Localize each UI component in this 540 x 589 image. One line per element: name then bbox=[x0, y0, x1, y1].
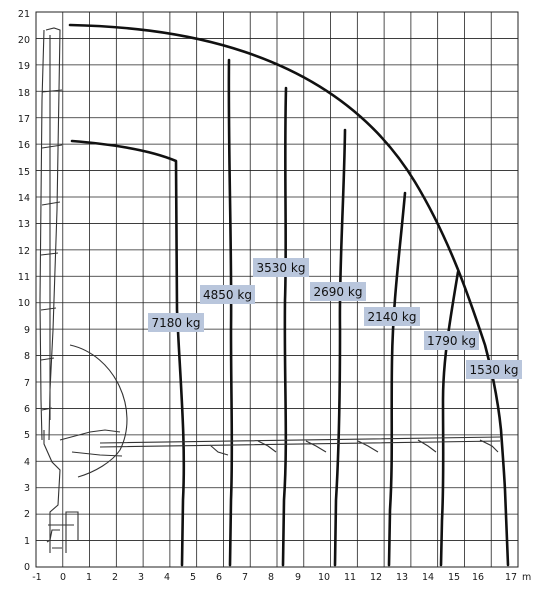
y-axis-labels: 0 1 2 3 4 5 6 7 8 9 10 11 12 13 14 15 16… bbox=[18, 9, 30, 573]
y-tick-label: 14 bbox=[18, 193, 30, 204]
x-tick-label: 12 bbox=[370, 572, 382, 583]
y-tick-label: 9 bbox=[24, 325, 30, 336]
curve-2140kg bbox=[387, 191, 407, 567]
label-box-7180kg bbox=[148, 313, 204, 332]
crane-base bbox=[46, 524, 74, 549]
load-curves bbox=[68, 23, 510, 567]
curve-3530kg bbox=[281, 86, 288, 567]
x-tick-label: 10 bbox=[318, 572, 330, 583]
y-tick-label: 4 bbox=[24, 457, 30, 468]
max-reach-envelope bbox=[68, 23, 510, 567]
y-tick-label: 3 bbox=[24, 483, 30, 494]
y-tick-label: 0 bbox=[24, 562, 30, 573]
y-tick-label: 19 bbox=[18, 61, 30, 72]
y-tick-label: 17 bbox=[18, 114, 30, 125]
x-tick-label: 8 bbox=[268, 572, 274, 583]
x-tick-label: 2 bbox=[112, 572, 118, 583]
y-tick-label: 5 bbox=[24, 430, 30, 441]
label-3530kg: 3530 kg bbox=[257, 261, 306, 275]
crane-column bbox=[43, 430, 79, 553]
y-tick-label: 7 bbox=[24, 378, 30, 389]
x-tick-label: 5 bbox=[190, 572, 196, 583]
x-tick-label: -1 bbox=[32, 572, 41, 583]
y-tick-label: 15 bbox=[18, 167, 30, 178]
x-tick-label: 13 bbox=[396, 572, 408, 583]
label-box-1790kg bbox=[424, 331, 479, 350]
y-tick-label: 16 bbox=[18, 140, 30, 151]
x-unit-label: m bbox=[522, 572, 531, 583]
curve-2690kg bbox=[333, 128, 347, 567]
x-tick-label: 14 bbox=[422, 572, 434, 583]
label-box-3530kg bbox=[253, 258, 309, 277]
y-tick-label: 11 bbox=[18, 272, 30, 283]
slew-arc bbox=[69, 344, 128, 478]
label-2690kg: 2690 kg bbox=[314, 285, 363, 299]
label-2140kg: 2140 kg bbox=[368, 310, 417, 324]
crane-horizontal-boom bbox=[99, 436, 501, 456]
curve-4850kg bbox=[227, 58, 234, 567]
label-box-1530kg bbox=[466, 360, 522, 379]
grid-lines bbox=[36, 12, 518, 567]
boom-section-marks bbox=[40, 89, 63, 411]
y-tick-label: 2 bbox=[24, 509, 30, 520]
label-box-2140kg bbox=[364, 307, 420, 326]
y-tick-label: 10 bbox=[18, 298, 30, 309]
x-axis-labels: -1 0 1 2 3 4 5 6 7 8 9 10 11 12 13 14 15… bbox=[32, 572, 531, 583]
y-tick-label: 1 bbox=[24, 536, 30, 547]
y-tick-label: 6 bbox=[24, 404, 30, 415]
curve-7180kg bbox=[70, 139, 186, 567]
x-tick-label: 7 bbox=[242, 572, 248, 583]
y-tick-label: 12 bbox=[18, 246, 30, 257]
x-tick-label: 15 bbox=[448, 572, 460, 583]
y-tick-label: 21 bbox=[18, 9, 30, 20]
crane-vertical-boom bbox=[39, 27, 61, 441]
label-7180kg: 7180 kg bbox=[152, 316, 201, 330]
x-tick-label: 4 bbox=[164, 572, 170, 583]
crane-drawing bbox=[39, 27, 501, 553]
label-1530kg: 1530 kg bbox=[470, 363, 519, 377]
y-tick-label: 18 bbox=[18, 88, 30, 99]
capacity-labels: 7180 kg 4850 kg 3530 kg 2690 kg 2140 kg … bbox=[148, 258, 522, 379]
label-box-2690kg bbox=[310, 282, 366, 301]
curve-1790kg bbox=[439, 270, 460, 567]
x-tick-label: 16 bbox=[472, 572, 484, 583]
y-tick-label: 13 bbox=[18, 219, 30, 230]
x-tick-label: 17 bbox=[505, 572, 517, 583]
x-tick-label: 9 bbox=[295, 572, 301, 583]
x-tick-label: 3 bbox=[138, 572, 144, 583]
x-tick-label: 0 bbox=[60, 572, 66, 583]
crane-knuckle bbox=[59, 429, 123, 457]
label-box-4850kg bbox=[200, 285, 255, 304]
y-tick-label: 20 bbox=[18, 35, 30, 46]
y-tick-label: 8 bbox=[24, 351, 30, 362]
x-tick-label: 1 bbox=[86, 572, 92, 583]
x-tick-label: 11 bbox=[344, 572, 356, 583]
label-4850kg: 4850 kg bbox=[203, 288, 252, 302]
label-1790kg: 1790 kg bbox=[427, 334, 476, 348]
x-tick-label: 6 bbox=[216, 572, 222, 583]
